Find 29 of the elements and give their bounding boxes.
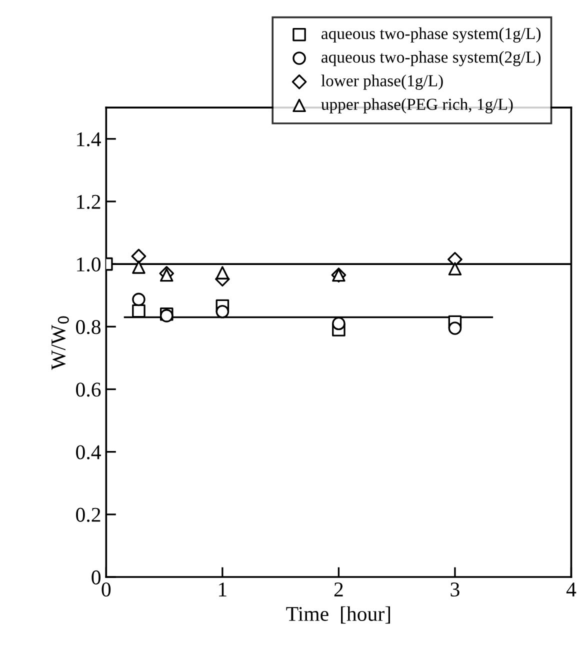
x-tick-label: 2 (334, 582, 343, 596)
y-tick-label: 1.2 (77, 194, 100, 209)
x-tick-label: 1 (219, 582, 226, 596)
point (216, 266, 230, 280)
x-tick-label: 3 (450, 582, 460, 597)
y-tick-label: 0.6 (76, 382, 101, 397)
y-tick-label: 0 (92, 570, 101, 584)
y-tick-label: 1.0 (77, 257, 101, 272)
point (448, 322, 462, 335)
legend-label: aqueous two-phase system(2g/L) (322, 51, 541, 66)
y-tick-label: 0.2 (76, 508, 100, 522)
y-tick-label: 0.8 (76, 320, 101, 334)
point (448, 262, 462, 276)
legend-label: upper phase(PEG rich, 1g/L) (321, 98, 513, 114)
point (131, 248, 146, 264)
x-axis-title: Time [hour] (286, 606, 390, 624)
point (132, 304, 146, 318)
point (132, 292, 146, 306)
y-tick-label: 1.4 (77, 132, 101, 146)
legend-label: aqueous two-phase system(1g/L) (322, 27, 541, 43)
y-axis-title: W/W$_{0}$ (52, 316, 69, 370)
point (448, 252, 462, 267)
point (216, 304, 230, 318)
y-tick-label: 0.4 (76, 445, 101, 460)
x-tick-label: 4 (566, 582, 576, 596)
point (132, 260, 146, 274)
x-tick-label: 0 (102, 582, 111, 597)
legend-label: lower phase(1g/L) (321, 74, 443, 90)
point (332, 316, 346, 330)
